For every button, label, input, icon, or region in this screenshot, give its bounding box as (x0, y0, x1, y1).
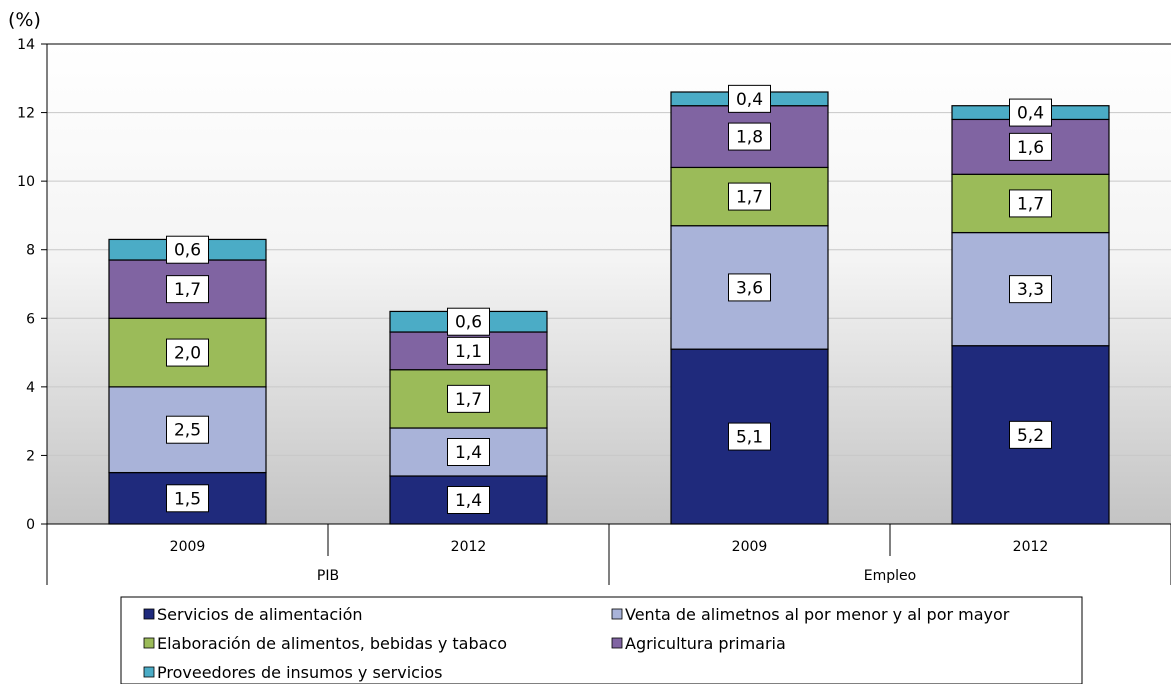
x-tick-label: 2009 (732, 539, 768, 555)
y-tick-label: 10 (17, 174, 35, 190)
bars: 1,5 2,5 2,0 1,7 0,6 1,4 1,4 1,7 1,1 0,6 5,1 3,6 1,7 1… (108, 84, 1110, 525)
data-label: 3,6 (736, 278, 763, 298)
data-label: 1,6 (1017, 138, 1044, 158)
group-label: PIB (317, 568, 339, 584)
data-label: 1,8 (736, 128, 763, 148)
y-tick-label: 8 (26, 243, 35, 259)
data-label: 5,1 (736, 428, 763, 448)
data-label-box (166, 235, 209, 264)
legend-label: Elaboración de alimentos, bebidas y taba… (157, 634, 507, 653)
data-label-box (447, 336, 490, 365)
legend-label: Agricultura primaria (625, 634, 786, 653)
data-label: 1,1 (455, 342, 482, 362)
x-axis: 2009 2012 PIB 2009 2012 Empleo (46, 523, 1171, 585)
data-label-box (166, 275, 209, 304)
y-tick-label: 12 (17, 106, 35, 122)
x-tick-label: 2009 (170, 539, 206, 555)
data-label: 1,5 (174, 489, 201, 509)
data-label: 0,4 (736, 90, 763, 110)
y-tick-label: 0 (26, 517, 35, 533)
data-label: 0,6 (174, 241, 201, 261)
bar-segment (108, 317, 267, 388)
data-label: 1,7 (736, 188, 763, 208)
data-label-box (166, 484, 209, 513)
data-label: 0,4 (1017, 104, 1044, 124)
data-label-box (728, 273, 771, 302)
legend-swatch (611, 637, 623, 649)
data-label-box (1009, 189, 1052, 218)
x-tick-label: 2012 (451, 539, 487, 555)
data-label: 1,7 (174, 280, 201, 300)
x-tick-label: 2012 (1013, 539, 1049, 555)
legend-box (120, 596, 1083, 684)
data-label: 2,5 (174, 421, 201, 441)
data-label: 1,7 (1017, 194, 1044, 214)
y-tick-label: 14 (17, 37, 35, 53)
data-label-box (728, 422, 771, 451)
data-label: 1,4 (455, 491, 482, 511)
data-label: 5,2 (1017, 426, 1044, 446)
data-label-box (1009, 275, 1052, 304)
data-label: 2,0 (174, 344, 201, 364)
data-label-box (447, 384, 490, 413)
y-unit-label: (%) (8, 9, 41, 31)
legend-swatch (143, 666, 155, 678)
data-label-box (447, 307, 490, 336)
data-label-box (1009, 98, 1052, 127)
legend-swatch (143, 608, 155, 620)
legend-label: Servicios de alimentación (157, 605, 363, 624)
data-label-box (447, 486, 490, 514)
data-label-box (447, 438, 490, 466)
legend-swatch (143, 637, 155, 649)
data-label-box (728, 182, 771, 211)
y-tick-label: 2 (26, 448, 35, 464)
group-label: Empleo (864, 568, 916, 584)
data-label-box (1009, 132, 1052, 161)
legend-label: Proveedores de insumos y servicios (157, 663, 443, 682)
data-label-box (728, 122, 771, 151)
data-label: 0,6 (455, 313, 482, 333)
data-label-box (728, 84, 771, 113)
y-tick-label: 4 (26, 380, 35, 396)
data-label-box (1009, 420, 1052, 449)
legend-label: Venta de alimetnos al por menor y al por… (625, 605, 1010, 624)
y-axis: 0 2 4 6 8 10 12 14 (17, 37, 1171, 533)
y-tick-label: 6 (26, 311, 35, 327)
data-label-box (166, 415, 209, 444)
data-label: 1,7 (455, 390, 482, 410)
data-label: 3,3 (1017, 280, 1044, 300)
legend: Servicios de alimentación Venta de alimet… (120, 596, 1083, 684)
data-label-box (166, 338, 209, 367)
legend-swatch (611, 608, 623, 620)
data-label: 1,4 (455, 443, 482, 463)
